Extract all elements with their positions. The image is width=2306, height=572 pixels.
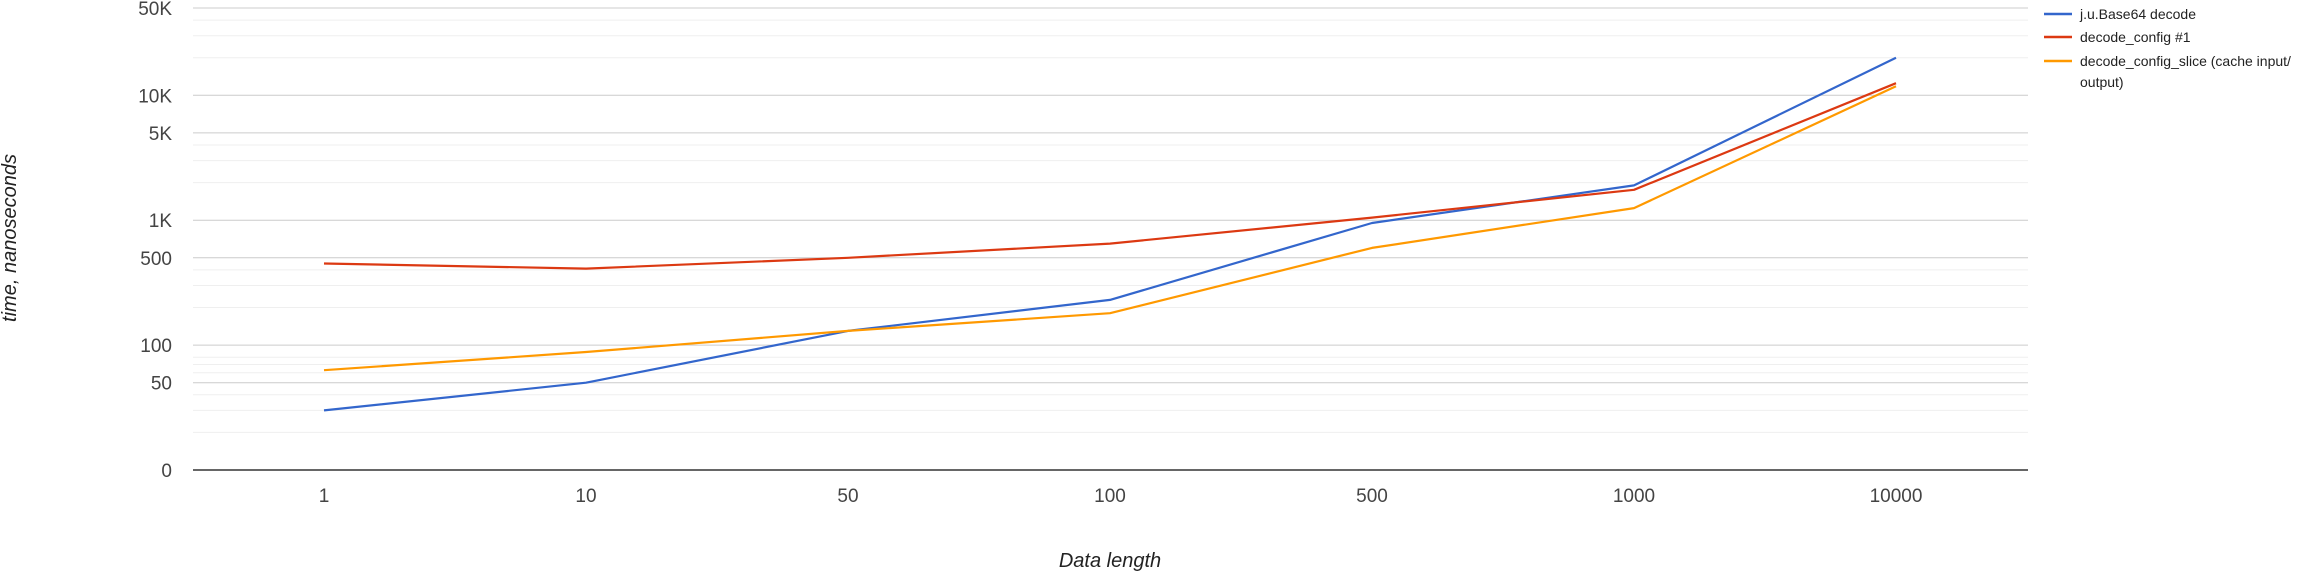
x-tick-labels: 1 10 50 100 500 1000 10000: [319, 486, 1923, 507]
x-tick-label: 500: [1356, 486, 1388, 507]
legend-label-1: j.u.Base64 decode: [2079, 6, 2196, 22]
series-line-2: [323, 82, 1897, 270]
series-line-3: [323, 85, 1897, 372]
legend-label-2: decode_config #1: [2080, 29, 2191, 45]
y-tick-label: 10K: [138, 86, 172, 107]
series-lines: [323, 56, 1897, 412]
x-tick-label: 50: [837, 486, 858, 507]
legend-label-3-line2: output): [2080, 74, 2124, 90]
x-tick-label: 1: [319, 486, 330, 507]
legend-label-3: decode_config_slice (cache input/: [2080, 53, 2291, 69]
legend-item-2: decode_config #1: [2044, 29, 2191, 45]
y-tick-labels: 0 50 100 500 1K 5K 10K 50K: [138, 0, 172, 482]
gridlines: [193, 7, 2028, 433]
y-tick-label: 500: [140, 249, 172, 270]
x-tick-label: 10000: [1870, 486, 1923, 507]
x-tick-label: 1000: [1613, 486, 1655, 507]
legend-item-1: j.u.Base64 decode: [2044, 6, 2196, 22]
legend-item-3: decode_config_slice (cache input/ output…: [2044, 53, 2291, 90]
y-tick-label: 50K: [138, 0, 172, 20]
y-tick-label: 0: [161, 461, 172, 482]
x-tick-label: 100: [1094, 486, 1126, 507]
y-tick-label: 1K: [149, 211, 173, 232]
y-tick-label: 50: [151, 374, 172, 395]
y-tick-label: 5K: [149, 124, 173, 145]
y-axis-title: time, nanoseconds: [0, 154, 21, 322]
x-tick-label: 10: [575, 486, 596, 507]
legend: j.u.Base64 decode decode_config #1 decod…: [2044, 6, 2291, 90]
x-axis-title: Data length: [1059, 550, 1161, 572]
y-tick-label: 100: [140, 336, 172, 357]
series-line-1: [323, 56, 1897, 412]
